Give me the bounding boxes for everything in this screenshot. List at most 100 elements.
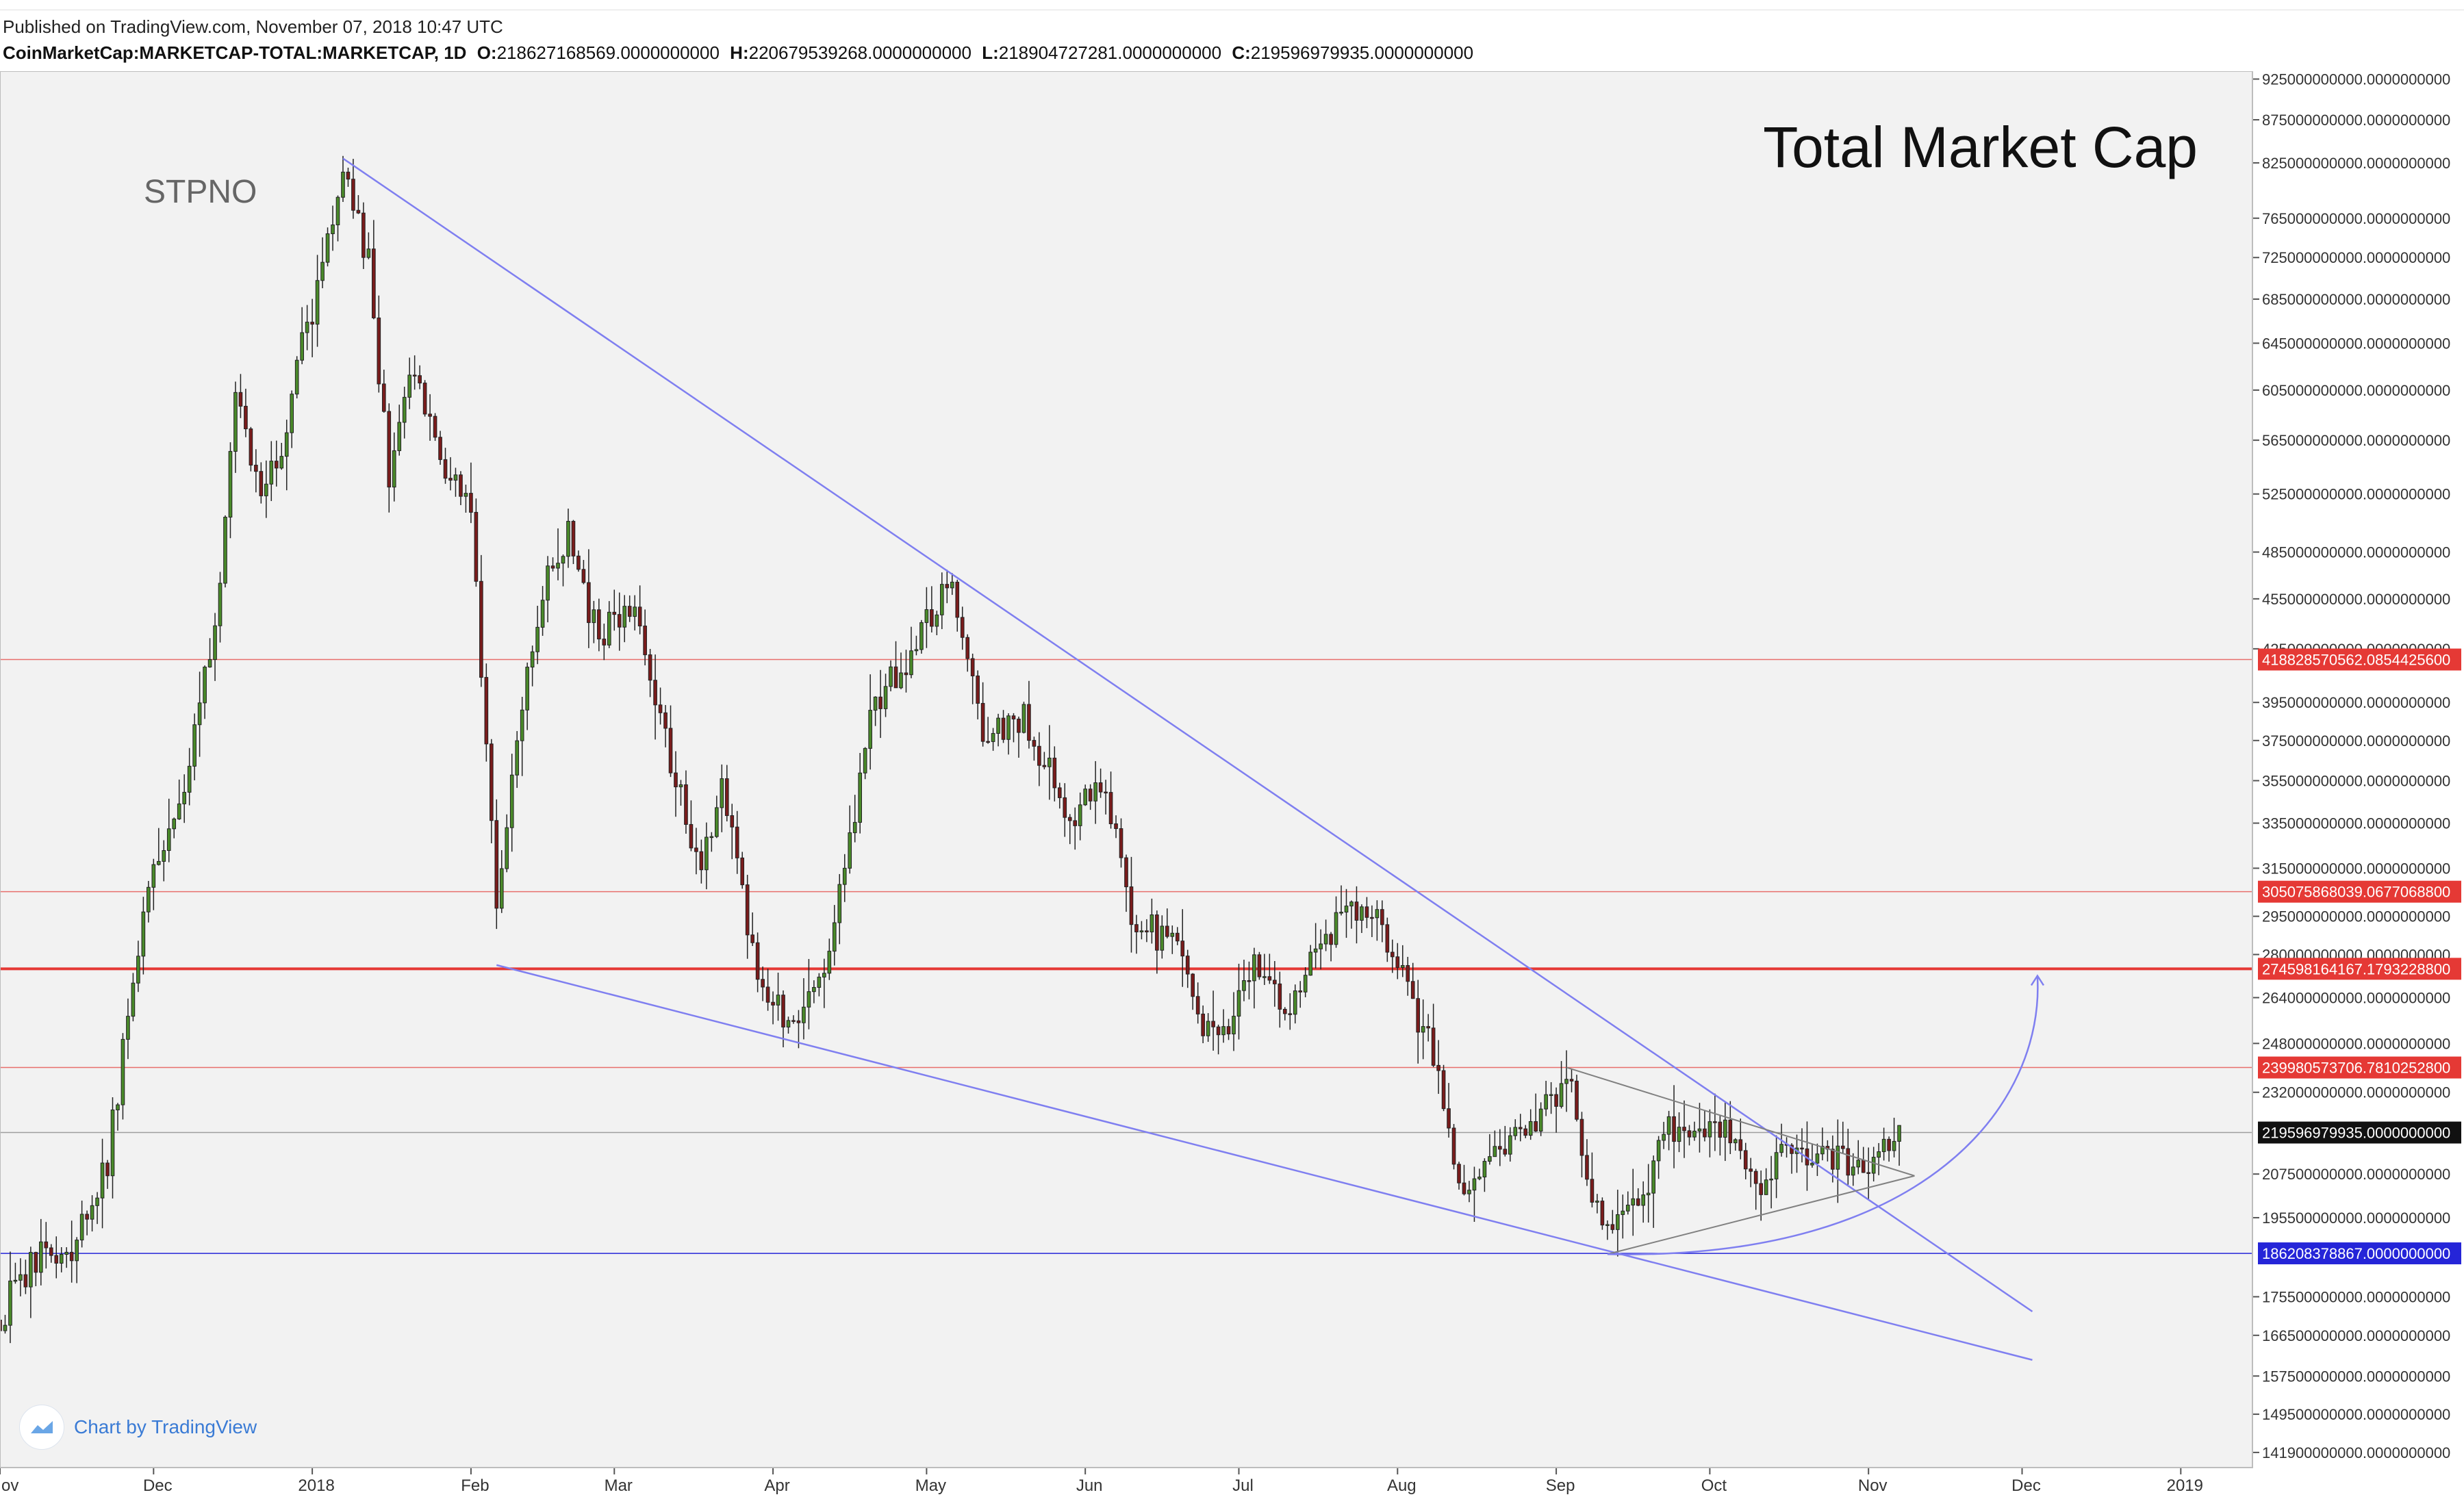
candle-body xyxy=(1600,1201,1605,1226)
tradingview-logo-icon xyxy=(19,1405,64,1450)
candle-body xyxy=(120,1038,125,1105)
candle-body xyxy=(1672,1116,1676,1142)
candle-body xyxy=(490,743,494,821)
candle-body xyxy=(39,1241,43,1273)
candle-body xyxy=(1267,976,1272,981)
candle-body xyxy=(372,248,376,318)
candle-body xyxy=(23,1274,28,1288)
candle-body xyxy=(1810,1162,1814,1166)
candle-body xyxy=(822,973,826,977)
candle-body xyxy=(878,696,882,709)
price-tick-label: 375000000000.0000000000 xyxy=(2262,732,2450,750)
candle-body xyxy=(873,696,878,711)
candle-body xyxy=(422,383,427,415)
candle-body xyxy=(919,622,924,650)
candle-body xyxy=(1866,1172,1871,1174)
candle-body xyxy=(1718,1121,1723,1138)
candle-body xyxy=(535,626,539,652)
candle-body xyxy=(1119,828,1123,858)
candle-body xyxy=(1011,715,1016,719)
candle-body xyxy=(1846,1148,1851,1176)
candle-body xyxy=(1579,1118,1584,1156)
candle-body xyxy=(1616,1214,1620,1230)
price-tick-label: 157500000000.0000000000 xyxy=(2262,1368,2450,1385)
candle-body xyxy=(90,1205,94,1220)
candle-body xyxy=(1892,1140,1896,1151)
candle-body xyxy=(1728,1119,1733,1144)
candle-body xyxy=(156,860,161,865)
candle-body xyxy=(889,666,893,687)
candle-body xyxy=(64,1251,69,1255)
candle-body xyxy=(1406,964,1410,982)
candle-body xyxy=(1313,948,1318,953)
candle-body xyxy=(1651,1160,1655,1194)
candle-body xyxy=(1298,990,1303,993)
candlesticks xyxy=(0,155,1901,1344)
time-tick-label: Nov xyxy=(1858,1476,1888,1495)
level-price-badge xyxy=(2258,1121,2461,1144)
candle-body xyxy=(300,332,304,361)
candle-body xyxy=(1354,901,1359,921)
candle-body xyxy=(1436,1064,1440,1071)
price-tick-label: 175500000000.0000000000 xyxy=(2262,1288,2450,1305)
level-price-badge xyxy=(2258,880,2461,903)
candle-body xyxy=(259,471,264,496)
price-chart[interactable]: 141900000000.0000000000 149500000000.0000… xyxy=(0,71,2464,1497)
candle-body xyxy=(331,225,335,234)
candle-body xyxy=(172,818,177,830)
candle-body xyxy=(1262,976,1267,978)
candle-body xyxy=(325,233,330,263)
candle-body xyxy=(694,847,698,852)
candle-body xyxy=(1851,1166,1855,1176)
candle-body xyxy=(1749,1168,1753,1172)
candle-body xyxy=(935,614,939,627)
candle-body xyxy=(648,654,652,681)
candle-body xyxy=(602,639,607,645)
candle-body xyxy=(1534,1121,1538,1132)
candle-body xyxy=(126,1016,130,1040)
candle-body xyxy=(980,703,985,742)
candle-body xyxy=(1625,1205,1630,1212)
candle-body xyxy=(1042,765,1047,767)
candle-body xyxy=(709,836,714,839)
candle-body xyxy=(1733,1139,1738,1144)
candle-body xyxy=(750,934,754,943)
candle-body xyxy=(1175,932,1180,942)
candle-body xyxy=(49,1247,53,1256)
candle-body xyxy=(1104,791,1108,794)
candle-body xyxy=(643,626,647,656)
candle-body xyxy=(1006,715,1011,740)
candle-body xyxy=(54,1255,59,1264)
candle-body xyxy=(1641,1194,1646,1206)
tradingview-watermark[interactable]: Chart by TradingView xyxy=(19,1405,257,1450)
symbol-name[interactable]: CoinMarketCap:MARKETCAP-TOTAL:MARKETCAP,… xyxy=(3,42,467,63)
time-axis[interactable]: Nov Dec 2018 Feb Mar Apr May Jun Jul Aug Sep Oct Nov… xyxy=(0,1467,2252,1495)
candle-body xyxy=(428,413,432,417)
candle-body xyxy=(1001,717,1006,740)
candle-body xyxy=(315,280,320,325)
price-axis[interactable]: 141900000000.0000000000 149500000000.0000… xyxy=(2252,71,2464,1497)
candle-body xyxy=(1216,1026,1221,1036)
candle-body xyxy=(1037,745,1041,766)
stpno-annotation: STPNO xyxy=(144,174,257,210)
candle-body xyxy=(765,986,770,1003)
candle-body xyxy=(79,1214,84,1241)
plot-background[interactable] xyxy=(0,71,2252,1468)
candle-body xyxy=(1339,912,1343,914)
candle-body xyxy=(1288,1013,1293,1015)
chart-header: Published on TradingView.com, November 0… xyxy=(0,0,2464,71)
candle-body xyxy=(924,609,929,624)
candle-body xyxy=(1610,1224,1615,1230)
candle-body xyxy=(991,732,995,742)
candle-body xyxy=(1247,980,1252,982)
price-tick-label: 166500000000.0000000000 xyxy=(2262,1327,2450,1344)
time-tick-label: Nov xyxy=(0,1476,18,1495)
candle-body xyxy=(1554,1094,1558,1107)
candle-body xyxy=(484,677,489,745)
candle-body xyxy=(893,666,898,689)
candle-body xyxy=(443,459,448,479)
candle-body xyxy=(1538,1108,1543,1132)
candle-body xyxy=(1605,1224,1610,1226)
candle-body xyxy=(525,667,529,711)
candle-body xyxy=(781,995,785,1027)
